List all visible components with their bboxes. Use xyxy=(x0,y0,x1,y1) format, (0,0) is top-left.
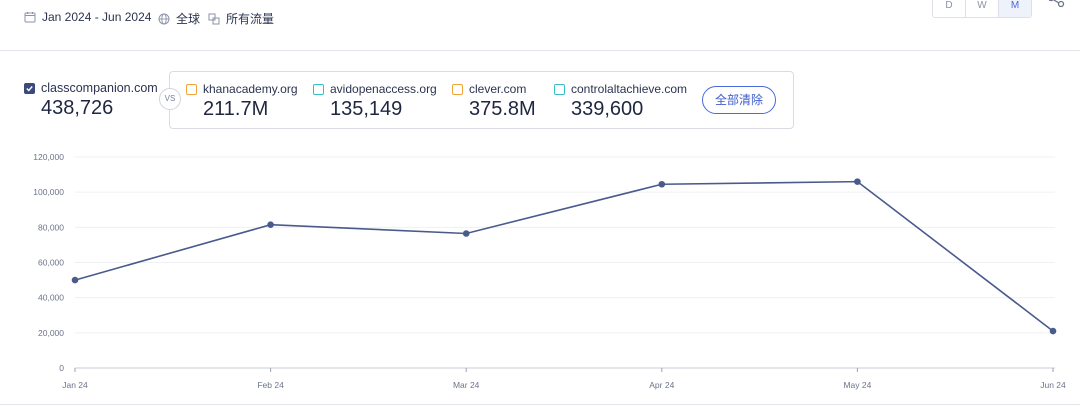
vs-badge: VS xyxy=(159,88,181,110)
granularity-month[interactable]: M xyxy=(999,0,1031,17)
data-point xyxy=(462,230,470,237)
filter-bar: Jan 2024 - Jun 2024 全球 所有流量 D W M xyxy=(0,0,1080,51)
data-point xyxy=(658,180,666,188)
competitor-checkbox[interactable] xyxy=(313,83,324,95)
checkmark-icon xyxy=(26,85,33,92)
data-point xyxy=(854,178,861,185)
y-tick-label: 40,000 xyxy=(38,293,64,303)
traffic-filter[interactable]: 所有流量 xyxy=(208,10,274,27)
competitor-item: controlaltachieve.com 339,600 xyxy=(554,82,687,121)
y-tick-label: 20,000 xyxy=(38,328,64,338)
y-tick-label: 100,000 xyxy=(33,187,64,197)
primary-domain-checkbox[interactable] xyxy=(24,82,35,94)
competitor-value: 375.8M xyxy=(469,98,536,120)
competitor-value: 339,600 xyxy=(571,98,644,120)
granularity-day[interactable]: D xyxy=(933,0,966,17)
y-tick-label: 120,000 xyxy=(33,152,64,162)
competitor-checkbox[interactable] xyxy=(452,83,463,95)
primary-domain: classcompanion.com 438,726 xyxy=(24,81,158,120)
globe-icon xyxy=(158,13,170,24)
x-tick-label: Mar 24 xyxy=(453,380,480,390)
date-range-filter[interactable]: Jan 2024 - Jun 2024 xyxy=(24,10,151,24)
competitor-value: 211.7M xyxy=(203,98,269,120)
x-tick-label: Jun 24 xyxy=(1040,380,1066,390)
x-tick-label: May 24 xyxy=(843,380,871,390)
competitor-item: avidopenaccess.org 135,149 xyxy=(313,82,437,121)
competitor-domain[interactable]: avidopenaccess.org xyxy=(330,82,437,96)
competitor-item: khanacademy.org 211.7M xyxy=(186,82,298,121)
competitor-item: clever.com 375.8M xyxy=(452,82,536,121)
x-tick-label: Feb 24 xyxy=(257,380,284,390)
traffic-label: 所有流量 xyxy=(226,12,275,26)
y-tick-label: 60,000 xyxy=(38,258,64,268)
data-point xyxy=(71,276,79,284)
competitor-domain[interactable]: clever.com xyxy=(469,82,527,96)
competitor-domain[interactable]: controlaltachieve.com xyxy=(571,82,688,96)
y-tick-label: 80,000 xyxy=(38,222,64,232)
calendar-icon xyxy=(24,12,36,23)
competitor-value: 135,149 xyxy=(330,98,403,120)
competitors-box: khanacademy.org 211.7M avidopenaccess.or… xyxy=(169,71,794,129)
x-tick-label: Apr 24 xyxy=(649,380,674,390)
date-range-label: Jan 2024 - Jun 2024 xyxy=(42,10,152,24)
y-tick-label: 0 xyxy=(59,363,64,373)
traffic-icon xyxy=(208,13,220,24)
competitor-checkbox[interactable] xyxy=(186,83,197,95)
region-label: 全球 xyxy=(176,12,201,26)
competitor-domain[interactable]: khanacademy.org xyxy=(203,82,298,96)
granularity-week[interactable]: W xyxy=(966,0,999,17)
primary-domain-value: 438,726 xyxy=(41,97,114,119)
region-filter[interactable]: 全球 xyxy=(158,10,200,27)
share-icon[interactable] xyxy=(1044,0,1066,14)
series-line xyxy=(74,180,1054,332)
data-point xyxy=(1049,327,1057,335)
clear-all-button[interactable]: 全部清除 xyxy=(702,86,776,114)
data-point xyxy=(267,221,274,228)
granularity-toggle: D W M xyxy=(932,0,1032,18)
divider xyxy=(0,404,1080,405)
x-tick-label: Jan 24 xyxy=(62,380,88,390)
traffic-line-chart: 0 20,000 40,000 60,000 80,000 100,000 120,000 J… xyxy=(33,152,1066,390)
primary-domain-name[interactable]: classcompanion.com xyxy=(41,81,158,95)
competitor-checkbox[interactable] xyxy=(554,83,565,95)
